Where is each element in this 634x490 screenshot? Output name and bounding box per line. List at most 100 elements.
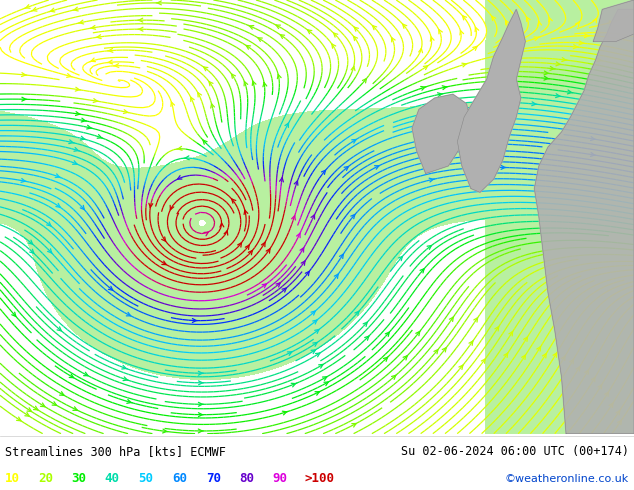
FancyArrowPatch shape [162, 261, 166, 265]
FancyArrowPatch shape [324, 382, 328, 386]
FancyArrowPatch shape [351, 215, 355, 219]
FancyArrowPatch shape [532, 102, 537, 106]
FancyArrowPatch shape [333, 33, 338, 37]
FancyArrowPatch shape [459, 365, 463, 369]
FancyArrowPatch shape [443, 348, 446, 352]
FancyArrowPatch shape [177, 147, 182, 150]
FancyArrowPatch shape [495, 327, 499, 331]
FancyArrowPatch shape [81, 205, 84, 210]
Text: 60: 60 [172, 472, 188, 485]
FancyArrowPatch shape [537, 347, 541, 351]
FancyArrowPatch shape [543, 354, 547, 358]
FancyArrowPatch shape [306, 271, 309, 276]
FancyArrowPatch shape [477, 132, 482, 136]
FancyArrowPatch shape [52, 402, 56, 405]
FancyArrowPatch shape [354, 27, 358, 31]
Text: 10: 10 [5, 472, 20, 485]
FancyArrowPatch shape [124, 110, 129, 114]
FancyArrowPatch shape [567, 90, 573, 94]
FancyArrowPatch shape [244, 210, 248, 215]
FancyArrowPatch shape [570, 360, 574, 364]
FancyArrowPatch shape [246, 46, 250, 49]
FancyArrowPatch shape [162, 237, 165, 241]
Text: 50: 50 [138, 472, 153, 485]
FancyArrowPatch shape [553, 353, 557, 357]
FancyArrowPatch shape [210, 104, 214, 108]
Text: Streamlines 300 hPa [kts] ECMWF: Streamlines 300 hPa [kts] ECMWF [5, 445, 226, 458]
FancyArrowPatch shape [244, 81, 248, 86]
FancyArrowPatch shape [209, 81, 213, 86]
FancyArrowPatch shape [220, 223, 224, 227]
FancyArrowPatch shape [22, 97, 27, 101]
FancyArrowPatch shape [282, 411, 288, 415]
FancyArrowPatch shape [515, 29, 519, 33]
FancyArrowPatch shape [300, 248, 304, 252]
FancyArrowPatch shape [561, 356, 565, 361]
FancyArrowPatch shape [184, 156, 189, 160]
FancyArrowPatch shape [280, 178, 283, 182]
FancyArrowPatch shape [504, 353, 508, 357]
FancyArrowPatch shape [585, 34, 590, 38]
FancyArrowPatch shape [592, 377, 595, 382]
FancyArrowPatch shape [198, 371, 204, 375]
FancyArrowPatch shape [509, 332, 513, 336]
FancyArrowPatch shape [84, 372, 88, 376]
FancyArrowPatch shape [87, 125, 92, 129]
FancyArrowPatch shape [123, 377, 129, 381]
FancyArrowPatch shape [314, 329, 319, 333]
FancyArrowPatch shape [593, 19, 597, 23]
FancyArrowPatch shape [524, 337, 527, 342]
FancyArrowPatch shape [122, 366, 127, 369]
FancyArrowPatch shape [73, 407, 77, 410]
FancyArrowPatch shape [138, 27, 143, 31]
FancyArrowPatch shape [90, 25, 96, 29]
FancyArrowPatch shape [107, 60, 113, 64]
Text: 40: 40 [105, 472, 120, 485]
FancyArrowPatch shape [263, 82, 267, 87]
FancyArrowPatch shape [492, 16, 496, 21]
FancyArrowPatch shape [252, 81, 256, 85]
FancyArrowPatch shape [319, 365, 323, 368]
FancyArrowPatch shape [363, 78, 366, 83]
Polygon shape [412, 94, 471, 173]
FancyArrowPatch shape [56, 203, 60, 207]
FancyArrowPatch shape [297, 233, 300, 238]
FancyArrowPatch shape [427, 245, 431, 249]
FancyArrowPatch shape [12, 312, 16, 317]
FancyArrowPatch shape [538, 22, 541, 25]
FancyArrowPatch shape [93, 98, 98, 102]
FancyArrowPatch shape [41, 403, 45, 407]
FancyArrowPatch shape [313, 320, 317, 324]
FancyArrowPatch shape [204, 232, 209, 236]
FancyArrowPatch shape [68, 140, 74, 144]
FancyArrowPatch shape [450, 317, 453, 321]
FancyArrowPatch shape [291, 383, 297, 387]
FancyArrowPatch shape [424, 66, 428, 70]
FancyArrowPatch shape [261, 243, 265, 247]
FancyArrowPatch shape [573, 45, 579, 49]
FancyArrowPatch shape [416, 331, 420, 336]
FancyArrowPatch shape [34, 406, 38, 410]
FancyArrowPatch shape [258, 38, 262, 42]
FancyArrowPatch shape [501, 166, 506, 170]
FancyArrowPatch shape [481, 359, 485, 363]
FancyArrowPatch shape [55, 174, 61, 178]
FancyArrowPatch shape [486, 126, 491, 130]
FancyArrowPatch shape [534, 37, 540, 41]
Text: ©weatheronline.co.uk: ©weatheronline.co.uk [505, 474, 629, 484]
FancyArrowPatch shape [597, 58, 602, 62]
FancyArrowPatch shape [156, 1, 161, 5]
FancyArrowPatch shape [108, 49, 113, 52]
Text: 90: 90 [273, 472, 288, 485]
FancyArrowPatch shape [430, 37, 434, 41]
FancyArrowPatch shape [75, 87, 81, 91]
FancyArrowPatch shape [354, 36, 358, 41]
FancyArrowPatch shape [127, 399, 133, 403]
FancyArrowPatch shape [22, 73, 27, 76]
FancyArrowPatch shape [403, 356, 407, 360]
FancyArrowPatch shape [171, 102, 174, 106]
FancyArrowPatch shape [90, 58, 96, 62]
FancyArrowPatch shape [375, 166, 379, 169]
FancyArrowPatch shape [385, 332, 389, 337]
FancyArrowPatch shape [313, 343, 317, 346]
